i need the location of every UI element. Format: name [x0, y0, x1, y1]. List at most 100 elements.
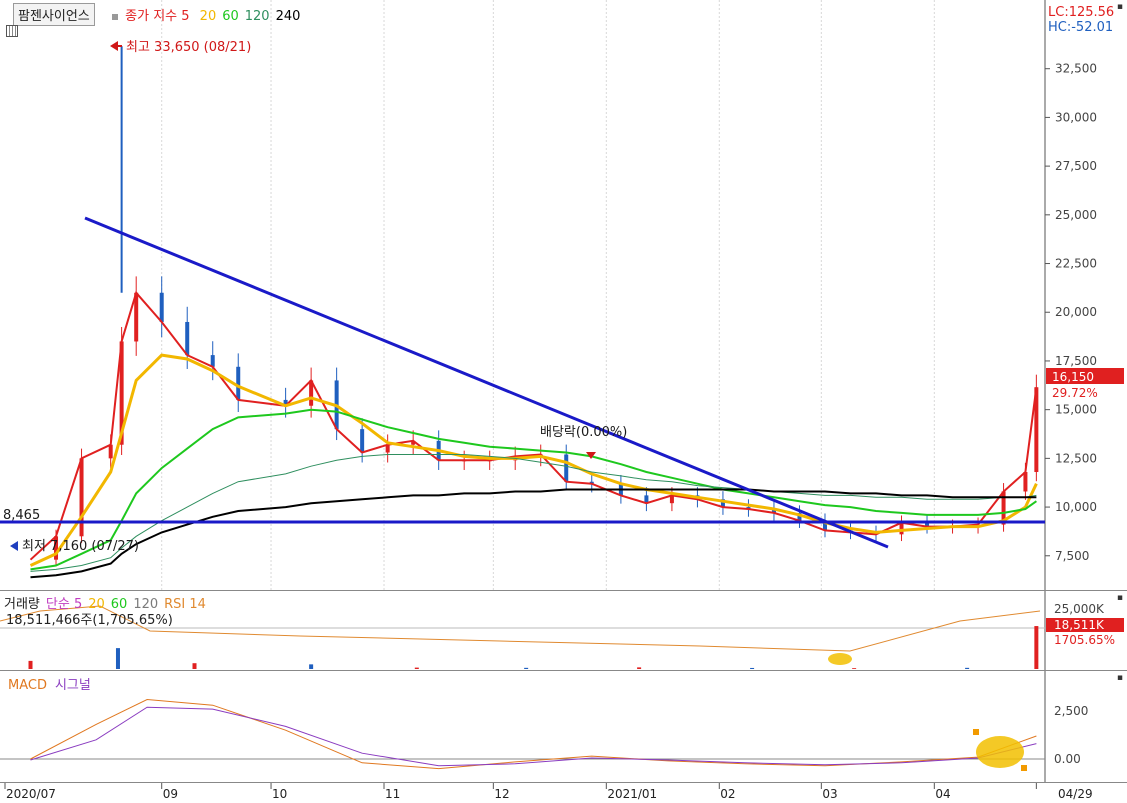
- volume-bar[interactable]: [309, 664, 314, 669]
- candle-body[interactable]: [236, 366, 241, 400]
- volume-highlight: [828, 653, 852, 665]
- current-price-box: [1046, 368, 1124, 384]
- volume-bar[interactable]: [965, 667, 970, 669]
- volume-bar[interactable]: [28, 660, 33, 669]
- candle-body[interactable]: [899, 522, 904, 535]
- close-volume-icon[interactable]: ▪: [1116, 593, 1123, 603]
- high-marker: [110, 41, 122, 51]
- legend-close-ma5: 종가 지수 5: [125, 9, 190, 24]
- price-chart: 최고 33,650 (08/21) 최저 7,160 (07/27) 8,465…: [0, 0, 1124, 590]
- close-panel-icon[interactable]: ▪: [1116, 2, 1123, 12]
- legend-ma-20: 20: [199, 9, 217, 24]
- current-volume: 18,511K: [1054, 618, 1105, 632]
- macd-y-tick-0: 0.00: [1054, 752, 1081, 766]
- volume-bar[interactable]: [852, 668, 857, 669]
- volume-bar[interactable]: [637, 667, 642, 669]
- candle-body[interactable]: [644, 495, 649, 504]
- current-price: 16,150: [1052, 370, 1094, 384]
- volume-panel: 25,000K 18,511K 1705.65% 거래량 단순 5 20 60 120 R…: [0, 590, 1127, 671]
- x-axis: 2020/07 09 10 11 12 2021/01 02 03 04 04/29: [0, 782, 1127, 803]
- volume-legend-120: 120: [133, 597, 159, 612]
- x-label-10: 10: [272, 787, 287, 801]
- volume-legend-rsi-14: RSI 14: [164, 597, 206, 612]
- trend-line[interactable]: [84, 216, 889, 549]
- candle-body[interactable]: [360, 429, 365, 453]
- low-marker: [10, 541, 18, 551]
- price-y-tick-7-500: 7,500: [1055, 549, 1089, 563]
- price-line-60[interactable]: [30, 408, 1037, 571]
- event-marker: [586, 452, 596, 459]
- candle-body[interactable]: [79, 458, 84, 537]
- candle-body[interactable]: [720, 499, 725, 508]
- volume-legend: 거래량 단순 5 20 60 120 RSI 14: [4, 593, 212, 612]
- candle-body[interactable]: [134, 292, 139, 342]
- close-macd-icon[interactable]: ▪: [1116, 673, 1123, 683]
- legend-ma-120: 120: [244, 9, 270, 24]
- x-label-11: 11: [385, 787, 400, 801]
- current-volume-box: [1046, 618, 1124, 632]
- candle-body[interactable]: [564, 454, 569, 482]
- volume-info: 18,511,466주(1,705.65%): [6, 613, 173, 628]
- candle-body[interactable]: [771, 509, 776, 513]
- volume-chart: 25,000K 18,511K 1705.65%: [0, 591, 1127, 671]
- macd-mark-bottom: [1021, 765, 1027, 771]
- price-line-20[interactable]: [29, 353, 1038, 567]
- price-y-tick-20-000: 20,000: [1055, 305, 1097, 319]
- volume-bar[interactable]: [192, 663, 197, 669]
- candle-body[interactable]: [119, 341, 124, 445]
- candle-body[interactable]: [822, 520, 827, 531]
- macd-line-시그널[interactable]: [30, 706, 1037, 767]
- grid-toggle-icon[interactable]: [6, 25, 18, 37]
- candle-body[interactable]: [797, 512, 802, 521]
- candle-body[interactable]: [108, 444, 113, 459]
- price-y-tick-30-000: 30,000: [1055, 110, 1097, 124]
- candle-body[interactable]: [1023, 472, 1028, 492]
- candle-body[interactable]: [185, 321, 190, 356]
- candle-body[interactable]: [309, 380, 314, 406]
- price-y-tick-10-000: 10,000: [1055, 500, 1097, 514]
- macd-chart: 2,500 0.00: [0, 671, 1127, 783]
- price-y-tick-27-500: 27,500: [1055, 159, 1097, 173]
- volume-bar[interactable]: [115, 648, 120, 669]
- x-label-02: 02: [720, 787, 735, 801]
- legend-ma-60: 60: [222, 9, 239, 24]
- price-line-120[interactable]: [30, 454, 1037, 572]
- price-line-240[interactable]: [30, 488, 1037, 579]
- x-label-04-29: 04/29: [1058, 787, 1093, 801]
- volume-legend-20: 20: [88, 597, 105, 612]
- candle-body[interactable]: [210, 355, 215, 367]
- candle-body[interactable]: [1001, 491, 1006, 525]
- candle-body[interactable]: [54, 536, 59, 560]
- current-volume-ratio: 1705.65%: [1054, 633, 1115, 647]
- volume-bar[interactable]: [414, 667, 419, 669]
- x-label-2021-01: 2021/01: [607, 787, 657, 801]
- macd-legend: MACD 시그널: [8, 674, 99, 693]
- legend-ma-240: 240: [275, 9, 301, 24]
- candle-body[interactable]: [1034, 387, 1039, 472]
- candle-body[interactable]: [159, 292, 164, 322]
- candle-body[interactable]: [385, 444, 390, 453]
- x-label-03: 03: [822, 787, 837, 801]
- macd-legend-시그널: 시그널: [54, 678, 91, 693]
- volume-bar[interactable]: [524, 667, 529, 669]
- candle-body[interactable]: [411, 440, 416, 445]
- macd-highlight: [976, 736, 1024, 768]
- stock-name-tab[interactable]: 팜젠사이언스: [13, 3, 95, 26]
- support-label: 8,465: [3, 508, 40, 523]
- event-label: 배당락(0.00%): [540, 425, 627, 440]
- volume-bar[interactable]: [1034, 626, 1039, 669]
- candle-body[interactable]: [669, 495, 674, 504]
- candle-body[interactable]: [283, 399, 288, 406]
- candle-body[interactable]: [925, 522, 930, 527]
- price-legend: 종가 지수 5 20 60 120 240: [112, 5, 300, 24]
- macd-mark-top: [973, 729, 979, 735]
- volume-bar[interactable]: [750, 667, 755, 669]
- volume-legend-60: 60: [110, 597, 128, 612]
- x-label-04: 04: [935, 787, 950, 801]
- rsi-line[interactable]: [0, 605, 1041, 652]
- x-label-09: 09: [163, 787, 178, 801]
- hc-label: HC:-52.01: [1048, 20, 1114, 35]
- price-y-tick-22-500: 22,500: [1055, 257, 1097, 271]
- macd-panel: 2,500 0.00 MACD 시그널 ▪: [0, 670, 1127, 783]
- price-panel: 최고 33,650 (08/21) 최저 7,160 (07/27) 8,465…: [0, 0, 1124, 590]
